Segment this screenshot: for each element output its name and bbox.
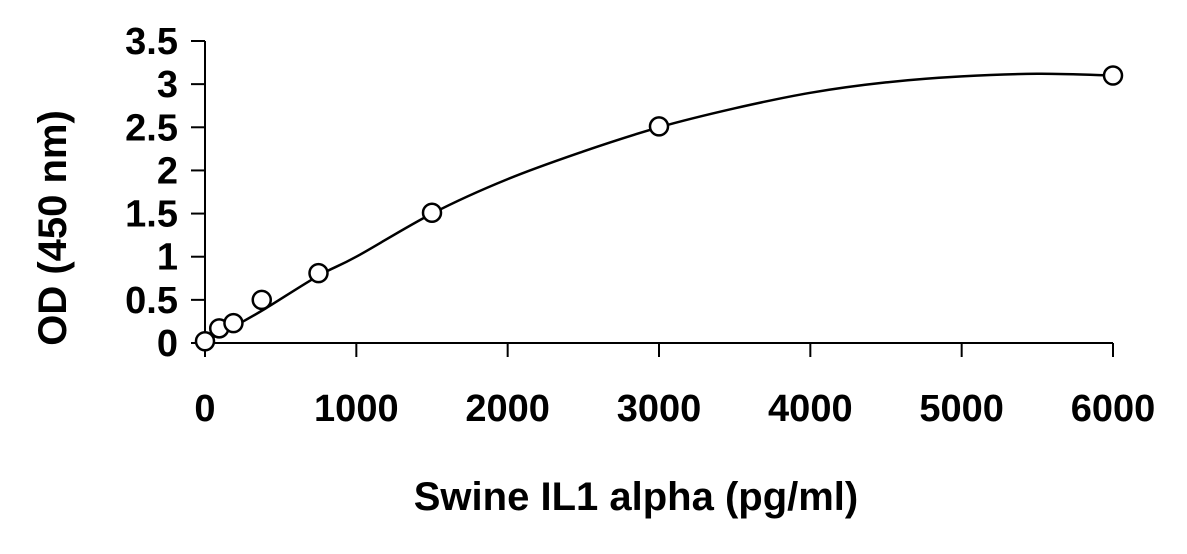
y-tick-label: 0 xyxy=(157,323,178,365)
y-tick-label: 3.5 xyxy=(125,21,178,63)
data-point xyxy=(648,116,670,137)
x-tick-label: 0 xyxy=(194,388,215,430)
data-point xyxy=(194,331,216,352)
y-tick-label: 1 xyxy=(157,237,178,279)
data-point xyxy=(1102,65,1124,86)
x-axis-ticks: 0 1000 2000 3000 4000 5000 6000 xyxy=(194,343,1155,430)
fit-curve xyxy=(204,72,1114,343)
data-point xyxy=(251,289,272,311)
x-tick-label: 4000 xyxy=(768,388,853,430)
x-tick-label: 5000 xyxy=(919,388,1004,430)
y-axis-title: OD (450 nm) xyxy=(31,110,75,346)
x-tick-label: 1000 xyxy=(314,388,399,430)
x-tick-label: 3000 xyxy=(617,388,702,430)
y-tick-label: 1.5 xyxy=(125,194,178,236)
y-tick-label: 2 xyxy=(157,150,178,192)
data-point xyxy=(421,202,443,223)
data-point xyxy=(223,312,244,334)
y-tick-label: 3 xyxy=(157,64,178,106)
y-tick-label: 0.5 xyxy=(125,280,178,322)
y-tick-label: 2.5 xyxy=(125,107,178,149)
x-tick-label: 2000 xyxy=(465,388,550,430)
x-tick-label: 6000 xyxy=(1071,388,1156,430)
y-axis-ticks: 00.511.522.533.5 xyxy=(125,21,205,365)
x-axis-title: Swine IL1 alpha (pg/ml) xyxy=(414,475,859,519)
data-point xyxy=(308,262,329,284)
plot-area xyxy=(204,41,1113,344)
data-marks xyxy=(194,65,1124,352)
